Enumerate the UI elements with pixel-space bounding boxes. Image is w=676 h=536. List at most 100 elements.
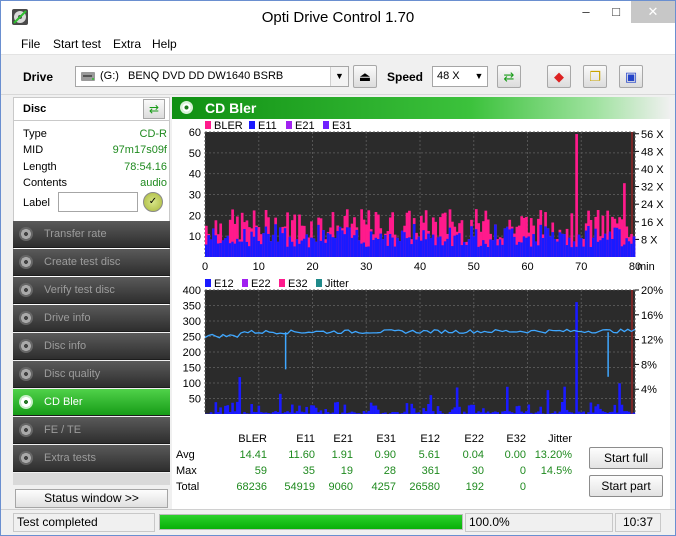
- bler-bar: [537, 218, 540, 257]
- disc-label-apply-button[interactable]: ✓: [143, 192, 163, 212]
- drive-label: Drive: [23, 70, 54, 84]
- disc-label-input[interactable]: [58, 192, 138, 212]
- e12-bar: [539, 406, 543, 414]
- e12-bar: [233, 411, 237, 414]
- e11-bar: [606, 239, 610, 257]
- nav-cd-bler[interactable]: CD Bler: [13, 389, 170, 416]
- right-tick-label: 8 X: [641, 234, 658, 246]
- e11-bar: [338, 226, 342, 257]
- e12-bar: [501, 411, 504, 414]
- right-tick-label: 40 X: [641, 164, 664, 176]
- stats-cell: 26580: [409, 481, 440, 493]
- drive-select[interactable]: (G:) BENQ DVD DD DW1640 BSRB ▼: [75, 66, 349, 87]
- minimize-button[interactable]: –: [582, 4, 590, 19]
- e12-bar: [255, 412, 258, 414]
- menu-start-test[interactable]: Start test: [53, 37, 102, 51]
- e11-bar: [460, 245, 464, 257]
- e11-bar: [544, 226, 547, 257]
- y-tick-label: 30: [189, 190, 201, 202]
- e11-bar: [279, 227, 282, 257]
- stats-cell: 9060: [328, 481, 353, 493]
- start-part-button[interactable]: Start part: [589, 475, 663, 497]
- bler-bar: [601, 215, 605, 257]
- refresh-button[interactable]: ⇄: [497, 65, 521, 88]
- bler-bar: [424, 210, 428, 257]
- e12-bar: [474, 412, 478, 414]
- nav-create-test-disc[interactable]: Create test disc: [13, 249, 170, 276]
- nav-disc-info[interactable]: Disc info: [13, 333, 170, 360]
- e12-bar: [367, 410, 371, 414]
- e12-bar: [599, 408, 602, 414]
- nav-disc-quality[interactable]: Disc quality: [13, 361, 170, 388]
- x-tick-label: 70: [575, 261, 587, 273]
- disc-icon: [19, 367, 33, 381]
- disc-mid-row: MID 97m17s09f: [23, 144, 167, 159]
- menu-extra[interactable]: Extra: [113, 37, 142, 51]
- close-button[interactable]: ✕: [631, 1, 675, 23]
- stats-cell: 59: [254, 465, 267, 477]
- speed-select[interactable]: 48 X ▼: [432, 66, 488, 87]
- nav-drive-info[interactable]: Drive info: [13, 305, 170, 332]
- e12-bar: [546, 390, 550, 414]
- nav-spacer: [13, 473, 170, 485]
- disc-refresh-button[interactable]: ⇄: [143, 99, 165, 119]
- bler-bar: [307, 237, 311, 257]
- e12-bar: [417, 412, 421, 414]
- x-tick-label: 80: [629, 261, 641, 273]
- e11-bar: [250, 231, 254, 257]
- e12-bar: [515, 406, 519, 414]
- status-window-button[interactable]: Status window >>: [15, 489, 168, 508]
- legend-label: BLER: [214, 120, 243, 132]
- e12-bar: [436, 406, 440, 414]
- eject-button[interactable]: ⏏: [353, 65, 377, 88]
- erase-icon: ◆: [554, 69, 564, 84]
- y-tick-label: 400: [183, 285, 201, 297]
- save-button[interactable]: ▣: [619, 65, 643, 88]
- nav-transfer-rate[interactable]: Transfer rate: [13, 221, 170, 248]
- e11-bar: [510, 228, 514, 257]
- e12-bar: [522, 412, 526, 414]
- e11-bar: [572, 241, 576, 257]
- bler-bar: [252, 210, 256, 257]
- e12-bar: [331, 412, 335, 414]
- menu-file[interactable]: File: [21, 37, 41, 51]
- e11-bar: [283, 228, 287, 257]
- progress-bar: [159, 514, 463, 530]
- bler-bar: [529, 218, 533, 257]
- e12-bar: [317, 412, 320, 414]
- e11-bar: [580, 238, 583, 257]
- start-full-button[interactable]: Start full: [589, 447, 663, 469]
- nav-fe-te[interactable]: FE / TE: [13, 417, 170, 444]
- e12-bar: [427, 403, 430, 414]
- nav-label: Drive info: [44, 312, 91, 324]
- status-bar: Test completed 100.0% 10:37: [1, 509, 675, 535]
- disc-contents-value: audio: [140, 177, 167, 189]
- maximize-button[interactable]: □: [612, 4, 620, 19]
- menu-help[interactable]: Help: [152, 37, 177, 51]
- bler-bar: [520, 216, 524, 257]
- e12-bar: [281, 413, 285, 414]
- bler-bar: [460, 220, 464, 257]
- e11-bar: [357, 240, 361, 257]
- nav-extra-tests[interactable]: Extra tests: [13, 445, 170, 472]
- stats-cell: 0.00: [504, 449, 526, 461]
- stats-header-bler: BLER: [238, 433, 267, 445]
- copy-icon: ❐: [589, 69, 601, 84]
- bler-bar: [293, 214, 297, 257]
- e12-bar: [620, 404, 624, 414]
- copy-button[interactable]: ❐: [583, 65, 607, 88]
- bler-bar: [391, 212, 395, 257]
- e11-bar: [367, 246, 371, 257]
- e11-bar: [568, 237, 571, 257]
- e11-bar: [257, 240, 261, 257]
- erase-button[interactable]: ◆: [547, 65, 571, 88]
- bler-bar: [374, 212, 378, 257]
- nav-verify-test-disc[interactable]: Verify test disc: [13, 277, 170, 304]
- e12-bar: [517, 405, 521, 414]
- e12-bar: [424, 411, 428, 414]
- e12-bar: [269, 413, 273, 414]
- x-tick-label: 30: [360, 261, 372, 273]
- stats-cell: 28: [383, 465, 396, 477]
- e12-bar: [510, 412, 514, 414]
- disc-icon: [19, 283, 33, 297]
